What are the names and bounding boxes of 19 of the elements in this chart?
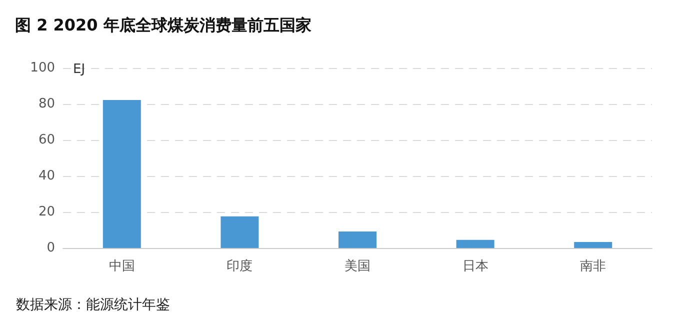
bar: [338, 231, 376, 248]
chart-title: 图 2 2020 年底全球煤炭消费量前五国家: [15, 16, 312, 34]
bar: [456, 240, 494, 248]
y-tick-label: 20: [38, 204, 55, 220]
y-tick-label: 100: [30, 60, 55, 76]
x-tick-label: 美国: [344, 258, 370, 274]
x-tick-label: 中国: [108, 259, 135, 274]
x-tick-label: 南非: [580, 259, 606, 274]
x-tick-label: 日本: [462, 259, 488, 274]
x-tick-label: 印度: [226, 258, 253, 274]
bar: [574, 242, 612, 248]
source-note: 数据来源：能源统计年鉴: [16, 297, 170, 313]
y-tick-label: 0: [46, 240, 55, 256]
bar: [220, 216, 259, 248]
y-tick-label: 60: [38, 132, 55, 148]
bar: [102, 100, 141, 248]
y-tick-label: 40: [38, 168, 55, 184]
y-tick-label: 80: [38, 96, 55, 112]
y-axis-title: EJ: [73, 62, 86, 77]
